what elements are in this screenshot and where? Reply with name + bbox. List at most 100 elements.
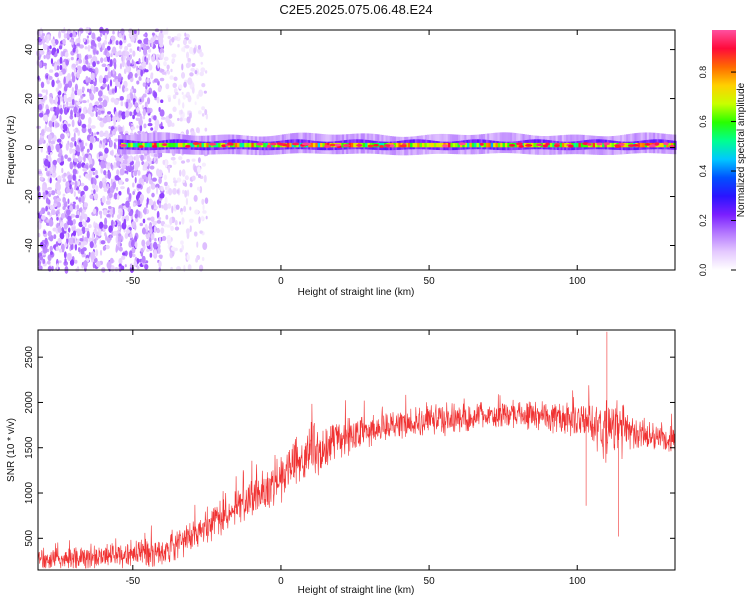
spectrogram-cell xyxy=(62,197,67,204)
spectrogram-cell xyxy=(120,156,124,164)
colorbar-label: Normalized spectral amplitude xyxy=(736,82,747,217)
spectrogram-cell xyxy=(208,142,217,146)
spectrogram-cell xyxy=(119,168,125,176)
spectrogram-cell xyxy=(606,142,610,148)
spectrogram-cell xyxy=(72,237,76,244)
spectrogram-cell xyxy=(497,142,501,148)
spectrogram-cell xyxy=(48,219,54,227)
spectrogram-cell xyxy=(69,39,74,43)
spectrogram-cell xyxy=(152,177,157,182)
spectrogram-cell xyxy=(79,182,85,187)
spectrogram-cell xyxy=(614,145,621,148)
spectrogram-cell xyxy=(433,142,437,148)
spectrogram-cell xyxy=(483,142,487,148)
spectrogram-cell xyxy=(179,117,183,122)
spectrogram-cell xyxy=(94,86,99,92)
spectrogram-cell xyxy=(132,98,136,103)
spectrogram-cell xyxy=(164,196,168,205)
spectrogram-cell xyxy=(170,156,176,161)
spectrogram-cell xyxy=(117,73,122,79)
spectrogram-cell xyxy=(145,57,149,65)
spectrogram-cell xyxy=(122,252,126,256)
spectrogram-cell xyxy=(84,213,88,221)
spectrogram-cell xyxy=(170,266,173,271)
spectrogram-cell xyxy=(74,180,78,189)
spectrogram-cell xyxy=(140,251,144,257)
spectrogram-cell xyxy=(98,143,102,149)
spectrogram-cell xyxy=(51,116,55,122)
spectrogram-cell xyxy=(136,265,140,270)
spectrogram-cell xyxy=(151,32,155,36)
spectrogram-cell xyxy=(136,258,140,264)
spectrogram-cell xyxy=(67,123,71,127)
spectrogram-cell xyxy=(66,132,70,137)
spectrogram-cell xyxy=(197,157,201,164)
spectrogram-cell xyxy=(49,204,54,211)
spectrogram-cell xyxy=(140,69,144,77)
spectrogram-cell xyxy=(153,115,157,121)
spectrogram-cell xyxy=(471,142,475,148)
spectrogram-cell xyxy=(113,221,117,226)
spectrogram-cell xyxy=(38,56,41,61)
spectrogram-cell xyxy=(78,66,82,75)
spectrogram-cell xyxy=(137,199,141,206)
spectrogram-cell xyxy=(119,43,123,50)
spectrogram-cell xyxy=(142,167,146,171)
spectrogram-cell xyxy=(78,229,83,236)
spectrogram-cell xyxy=(142,115,146,120)
spectrogram-cell xyxy=(74,89,78,96)
spectrogram-cell xyxy=(98,180,103,189)
spectrogram-cell xyxy=(84,142,88,147)
spectrogram-cell xyxy=(95,249,99,257)
spectrogram-cell xyxy=(410,142,413,148)
spectrogram-cell xyxy=(187,264,192,271)
spectrogram-cell xyxy=(143,33,147,37)
colorbar-tick-label: 0.0 xyxy=(698,264,708,277)
spectrogram-cell xyxy=(120,101,124,107)
spectrogram-cell xyxy=(193,165,198,173)
spectrogram-cell xyxy=(120,28,125,35)
spectrogram-cell xyxy=(171,36,175,43)
spectrogram-cell xyxy=(384,144,391,147)
spectrogram-cell xyxy=(329,143,336,147)
spectrogram-cell xyxy=(51,171,57,178)
spectrogram-cell xyxy=(102,83,107,88)
spectrogram-cell xyxy=(270,142,277,146)
spectrogram-cell xyxy=(82,253,86,258)
spectrogram-cell xyxy=(158,177,162,184)
spectrogram-cell xyxy=(192,142,195,148)
spectrogram-cell xyxy=(504,142,508,148)
y-tick-label: 0 xyxy=(24,144,35,150)
spectrogram-cell xyxy=(133,29,137,35)
spectrogram-cell xyxy=(87,106,92,115)
spectrogram-cell xyxy=(115,40,119,46)
spectrogram-cell xyxy=(95,111,98,118)
spectrogram-cell xyxy=(140,42,144,48)
spectrogram-cell xyxy=(54,72,60,78)
spectrogram-cell xyxy=(113,61,117,70)
spectrogram-cell xyxy=(194,101,197,106)
spectrogram-cell xyxy=(197,44,202,50)
spectrogram-cell xyxy=(78,108,82,113)
spectrogram-cell xyxy=(165,186,168,191)
spectrogram-cell xyxy=(93,132,97,136)
spectrogram-cell xyxy=(156,56,159,62)
spectrogram-cell xyxy=(109,79,113,87)
spectrogram-cell xyxy=(201,162,207,167)
spectrogram-cell xyxy=(298,142,302,148)
spectrogram-cell xyxy=(100,167,103,174)
spectrogram-cell xyxy=(99,130,104,138)
spectrogram-cell xyxy=(78,44,84,49)
spectrogram-cell xyxy=(125,229,131,234)
spectrogram-cell xyxy=(129,88,133,93)
spectrogram-cell xyxy=(265,142,269,148)
spectrogram-cell xyxy=(126,65,130,70)
spectrogram-cell xyxy=(78,53,82,61)
spectrogram-cell xyxy=(324,142,328,148)
spectrogram-cell xyxy=(130,142,134,148)
spectrogram-cell xyxy=(129,48,133,53)
spectrogram-cell xyxy=(185,197,189,206)
spectrogram-cell xyxy=(78,98,83,102)
spectrogram-cell xyxy=(46,127,52,132)
spectrogram-cell xyxy=(65,187,71,194)
